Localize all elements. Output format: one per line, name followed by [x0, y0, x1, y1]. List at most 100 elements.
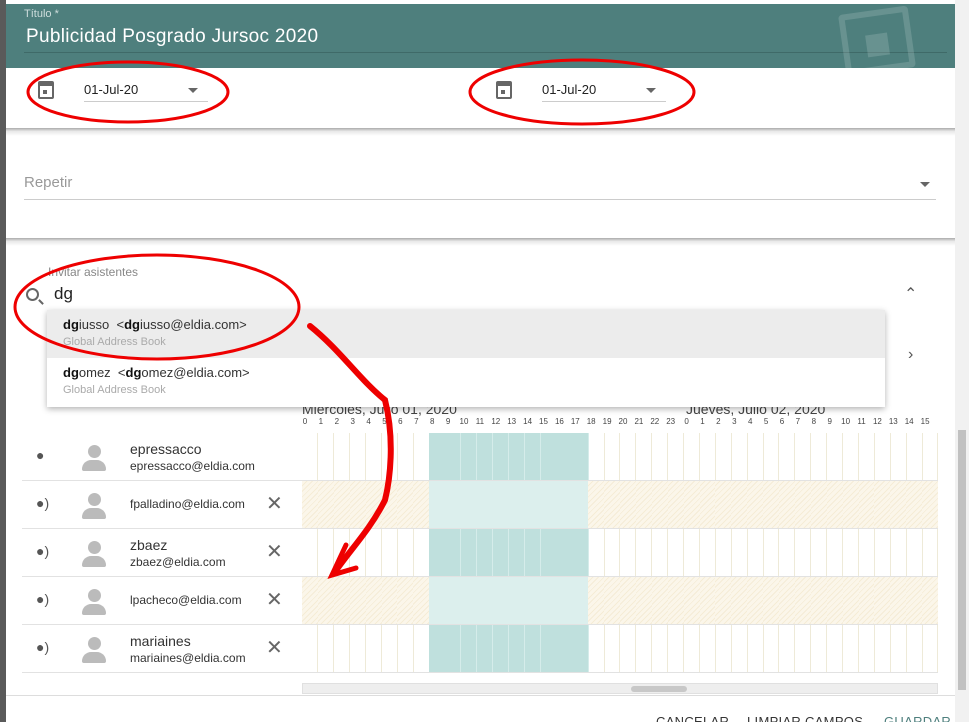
free-slot[interactable] [858, 577, 875, 624]
free-slot[interactable] [333, 577, 351, 624]
scrollbar-thumb[interactable] [958, 430, 966, 690]
busy-slot[interactable] [492, 625, 510, 672]
free-slot[interactable] [349, 577, 367, 624]
busy-slot[interactable] [540, 625, 557, 672]
free-slot[interactable] [397, 577, 414, 624]
busy-slot[interactable] [524, 625, 541, 672]
free-slot[interactable] [317, 577, 335, 624]
free-slot[interactable] [381, 577, 398, 624]
close-icon[interactable]: ✕ [266, 589, 283, 611]
busy-slot[interactable] [508, 481, 526, 528]
free-slot[interactable] [397, 433, 414, 480]
busy-slot[interactable] [476, 433, 494, 480]
free-slot[interactable] [636, 433, 653, 480]
free-slot[interactable] [318, 433, 335, 480]
busy-slot[interactable] [572, 529, 589, 576]
free-slot[interactable] [366, 625, 382, 672]
free-slot[interactable] [350, 433, 367, 480]
busy-slot[interactable] [445, 481, 462, 528]
free-slot[interactable] [302, 481, 319, 528]
free-slot[interactable] [747, 481, 764, 528]
person-voice-icon[interactable]: ●) [36, 639, 50, 655]
person-voice-icon[interactable]: ●) [36, 495, 50, 511]
free-slot[interactable] [843, 625, 859, 672]
free-slot[interactable] [763, 529, 780, 576]
busy-slot[interactable] [524, 481, 541, 528]
free-slot[interactable] [922, 433, 939, 480]
title-input[interactable]: Publicidad Posgrado Jursoc 2020 [26, 26, 319, 47]
free-slot[interactable] [635, 577, 653, 624]
save-button[interactable]: GUARDAR [884, 714, 951, 722]
free-slot[interactable] [635, 481, 653, 528]
free-slot[interactable] [620, 481, 637, 528]
free-slot[interactable] [684, 433, 700, 480]
free-slot[interactable] [397, 481, 414, 528]
free-slot[interactable] [906, 529, 923, 576]
free-slot[interactable] [874, 529, 891, 576]
free-slot[interactable] [302, 577, 319, 624]
busy-slot[interactable] [476, 625, 494, 672]
busy-slot[interactable] [429, 529, 446, 576]
busy-slot[interactable] [524, 433, 541, 480]
busy-slot[interactable] [508, 625, 526, 672]
free-slot[interactable] [906, 625, 923, 672]
free-slot[interactable] [382, 529, 398, 576]
chevron-up-icon[interactable]: ⌃ [904, 286, 918, 303]
free-slot[interactable] [413, 481, 430, 528]
free-slot[interactable] [588, 625, 605, 672]
free-slot[interactable] [382, 433, 398, 480]
busy-slot[interactable] [572, 481, 589, 528]
free-slot[interactable] [827, 529, 844, 576]
free-slot[interactable] [747, 625, 764, 672]
start-date-select[interactable]: 01-Jul-20 [84, 78, 208, 102]
free-slot[interactable] [906, 481, 923, 528]
free-slot[interactable] [652, 433, 669, 480]
free-slot[interactable] [859, 433, 875, 480]
free-slot[interactable] [588, 577, 605, 624]
free-slot[interactable] [715, 481, 732, 528]
busy-slot[interactable] [445, 577, 462, 624]
busy-slot[interactable] [508, 529, 526, 576]
free-slot[interactable] [604, 433, 621, 480]
cancel-button[interactable]: CANCELAR [656, 714, 729, 722]
close-icon[interactable]: ✕ [266, 637, 283, 659]
free-slot[interactable] [636, 625, 653, 672]
free-slot[interactable] [827, 433, 844, 480]
free-slot[interactable] [810, 481, 828, 528]
busy-slot[interactable] [492, 481, 510, 528]
busy-slot[interactable] [540, 433, 557, 480]
free-slot[interactable] [302, 625, 319, 672]
free-slot[interactable] [906, 433, 923, 480]
busy-slot[interactable] [540, 577, 557, 624]
free-slot[interactable] [684, 625, 700, 672]
busy-slot[interactable] [556, 433, 573, 480]
busy-slot[interactable] [476, 529, 494, 576]
free-slot[interactable] [651, 481, 669, 528]
free-slot[interactable] [779, 481, 796, 528]
free-slot[interactable] [302, 433, 319, 480]
busy-slot[interactable] [461, 481, 478, 528]
free-slot[interactable] [700, 529, 716, 576]
free-slot[interactable] [636, 529, 653, 576]
horizontal-scrollbar[interactable] [302, 683, 938, 694]
free-slot[interactable] [747, 577, 764, 624]
free-slot[interactable] [413, 529, 430, 576]
free-slot[interactable] [859, 625, 875, 672]
free-slot[interactable] [699, 577, 716, 624]
free-slot[interactable] [302, 529, 319, 576]
free-slot[interactable] [874, 625, 891, 672]
free-slot[interactable] [890, 577, 907, 624]
free-slot[interactable] [859, 529, 875, 576]
free-slot[interactable] [604, 577, 621, 624]
free-slot[interactable] [588, 481, 605, 528]
busy-slot[interactable] [572, 625, 589, 672]
suggestion-item[interactable]: dgiusso <dgiusso@eldia.com> Global Addre… [47, 310, 885, 358]
free-slot[interactable] [334, 433, 351, 480]
free-slot[interactable] [667, 481, 685, 528]
free-slot[interactable] [365, 481, 382, 528]
free-slot[interactable] [604, 529, 621, 576]
chevron-right-icon[interactable]: › [908, 346, 914, 363]
busy-slot[interactable] [429, 481, 446, 528]
busy-slot[interactable] [540, 481, 557, 528]
free-slot[interactable] [684, 529, 700, 576]
